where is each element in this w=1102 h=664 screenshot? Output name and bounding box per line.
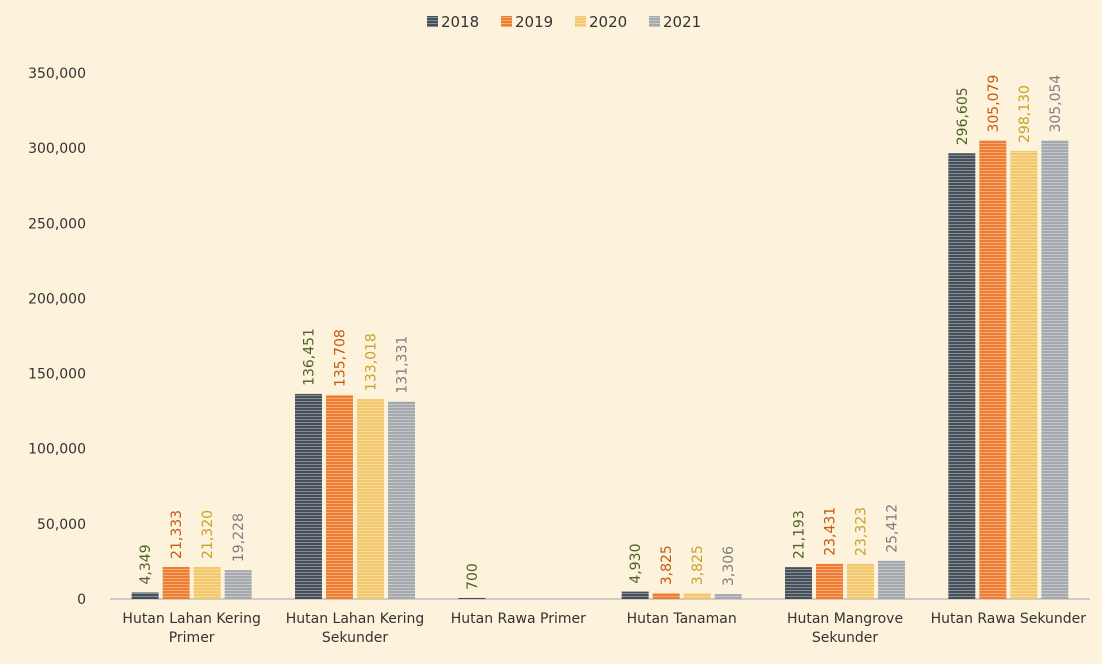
bar xyxy=(1041,140,1069,599)
y-tick-label: 200,000 xyxy=(28,291,86,307)
bar xyxy=(816,563,843,599)
bar xyxy=(224,570,252,599)
data-label: 4,930 xyxy=(628,543,644,583)
bar xyxy=(785,567,812,599)
data-label: 23,323 xyxy=(854,507,870,556)
y-tick-label: 50,000 xyxy=(37,517,86,533)
x-tick-label: Hutan Tanaman xyxy=(626,611,737,627)
data-label: 25,412 xyxy=(885,504,901,553)
x-tick-label: Hutan Mangrove Sekunder xyxy=(786,611,904,646)
bar xyxy=(847,563,874,599)
data-label: 23,431 xyxy=(823,507,839,556)
bar xyxy=(621,591,649,599)
legend-label: 2020 xyxy=(589,13,627,31)
x-tick-label: Hutan Rawa Primer xyxy=(450,611,586,627)
data-label: 305,054 xyxy=(1048,75,1064,133)
bar xyxy=(388,401,415,599)
data-label: 136,451 xyxy=(302,328,318,386)
data-label: 21,320 xyxy=(200,510,216,559)
legend-label: 2019 xyxy=(515,13,553,31)
data-label: 3,825 xyxy=(659,545,675,585)
legend-swatch xyxy=(427,16,438,27)
legend-label: 2018 xyxy=(441,13,479,31)
legend-swatch xyxy=(575,16,586,27)
data-label: 133,018 xyxy=(364,333,380,391)
data-label: 131,331 xyxy=(395,336,411,394)
data-label: 298,130 xyxy=(1017,85,1033,143)
y-tick-label: 300,000 xyxy=(28,141,86,157)
x-tick-label: Hutan Lahan Kering Sekunder xyxy=(285,611,425,646)
data-label: 19,228 xyxy=(231,513,247,562)
data-label: 4,349 xyxy=(138,544,154,584)
y-tick-label: 350,000 xyxy=(28,66,86,82)
data-label: 21,333 xyxy=(169,510,185,559)
data-label: 21,193 xyxy=(792,510,808,559)
bar xyxy=(193,566,221,599)
x-tick-label: Hutan Lahan Kering Primer xyxy=(122,611,261,646)
bar xyxy=(1010,150,1038,600)
data-label: 296,605 xyxy=(955,87,971,145)
bar xyxy=(652,593,680,599)
data-label: 3,306 xyxy=(721,546,737,586)
legend-swatch xyxy=(501,16,512,27)
bar xyxy=(979,140,1007,600)
y-tick-label: 100,000 xyxy=(28,442,86,458)
bar xyxy=(458,597,486,599)
bar xyxy=(162,566,190,599)
bar xyxy=(131,592,159,599)
y-tick-label: 150,000 xyxy=(28,367,86,383)
legend-label: 2021 xyxy=(663,13,701,31)
bar xyxy=(878,560,905,599)
bar xyxy=(295,393,322,599)
legend-swatch xyxy=(649,16,660,27)
bar xyxy=(357,399,384,599)
y-tick-label: 250,000 xyxy=(28,216,86,232)
bar xyxy=(714,594,742,599)
x-tick-label: Hutan Rawa Sekunder xyxy=(930,611,1087,627)
bar xyxy=(326,395,353,599)
data-label: 135,708 xyxy=(333,329,349,387)
data-label: 3,825 xyxy=(690,545,706,585)
data-label: 305,079 xyxy=(986,75,1002,133)
bar xyxy=(948,153,976,599)
bar xyxy=(683,593,711,599)
y-tick-label: 0 xyxy=(77,592,86,608)
data-label: 700 xyxy=(465,563,481,590)
